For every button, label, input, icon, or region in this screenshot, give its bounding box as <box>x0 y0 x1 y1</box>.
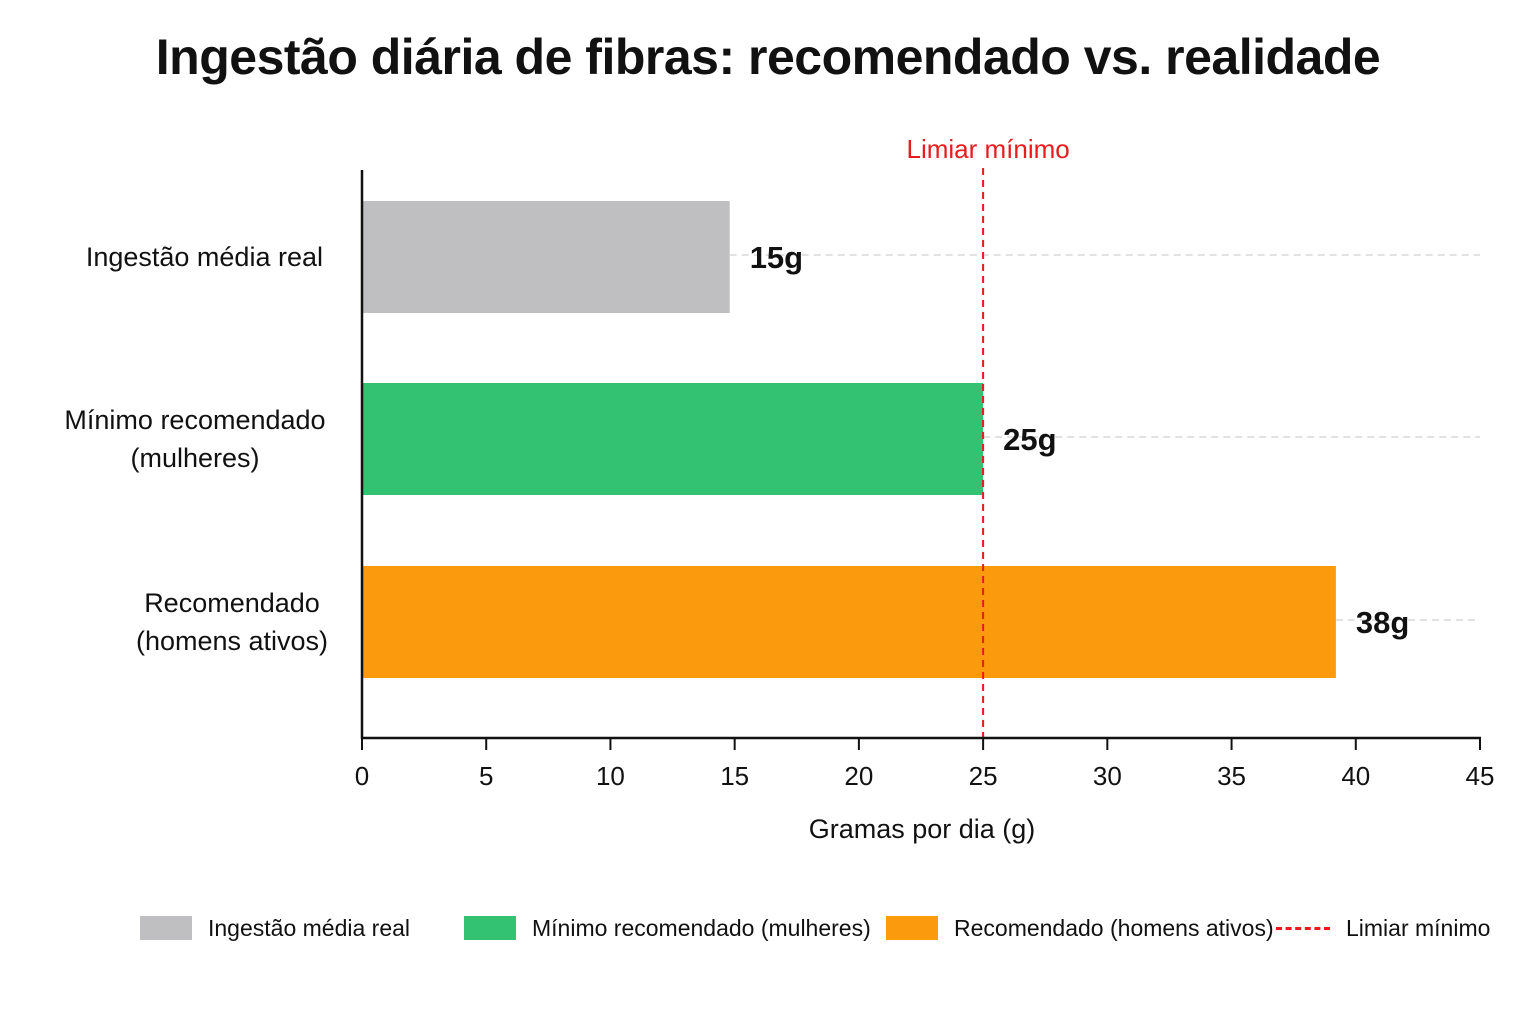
value-label-1: 25g <box>1003 422 1056 457</box>
x-tick-label: 5 <box>479 761 493 791</box>
x-tick-label: 10 <box>596 761 625 791</box>
chart-title: Ingestão diária de fibras: recomendado v… <box>155 29 1381 85</box>
category-label-1-1: (mulheres) <box>130 443 259 473</box>
category-label-2-1: (homens ativos) <box>136 626 328 656</box>
category-label-2-0: Recomendado <box>144 588 320 618</box>
x-tick-label: 15 <box>720 761 749 791</box>
legend-item-actual: Ingestão média real <box>140 910 410 946</box>
category-label-0-0: Ingestão média real <box>86 242 323 272</box>
bar-chart: Limiar mínimo 0 5 10 15 20 25 30 35 40 45 15g Inge… <box>64 134 1495 844</box>
x-tick-label: 20 <box>844 761 873 791</box>
legend-item-threshold: Limiar mínimo <box>1276 910 1490 946</box>
legend-dash-threshold <box>1276 926 1330 930</box>
legend-item-men: Recomendado (homens ativos) <box>886 910 1274 946</box>
x-tick-label: 30 <box>1093 761 1122 791</box>
threshold-label: Limiar mínimo <box>906 134 1069 164</box>
value-label-0: 15g <box>750 240 803 275</box>
x-tick-label: 0 <box>355 761 369 791</box>
grid-lines <box>729 254 1480 621</box>
labels: 15g Ingestão média real 25g Mínimo recomend… <box>64 240 1409 656</box>
bar-1 <box>362 383 984 495</box>
x-tick-label: 25 <box>969 761 998 791</box>
legend-swatch-women <box>464 916 516 940</box>
axes: 0 5 10 15 20 25 30 35 40 45 <box>355 170 1495 791</box>
value-label-2: 38g <box>1356 605 1409 640</box>
bars <box>362 201 1336 678</box>
x-tick-label: 40 <box>1341 761 1370 791</box>
legend-label-men: Recomendado (homens ativos) <box>954 914 1274 941</box>
threshold-line-group: Limiar mínimo <box>906 134 1070 738</box>
x-axis-title: Gramas por dia (g) <box>809 814 1036 844</box>
legend: Ingestão média real Mínimo recomendado (… <box>0 910 1536 946</box>
x-tick-label: 35 <box>1217 761 1246 791</box>
x-tick-label: 45 <box>1466 761 1495 791</box>
legend-swatch-men <box>886 916 938 940</box>
bar-2 <box>362 566 1336 678</box>
legend-label-threshold: Limiar mínimo <box>1346 914 1491 941</box>
bar-0 <box>362 201 730 313</box>
legend-item-women: Mínimo recomendado (mulheres) <box>464 910 871 946</box>
category-label-1-0: Mínimo recomendado <box>64 405 325 435</box>
legend-label-women: Mínimo recomendado (mulheres) <box>532 914 871 941</box>
legend-swatch-actual <box>140 916 192 940</box>
legend-label-actual: Ingestão média real <box>208 914 411 941</box>
